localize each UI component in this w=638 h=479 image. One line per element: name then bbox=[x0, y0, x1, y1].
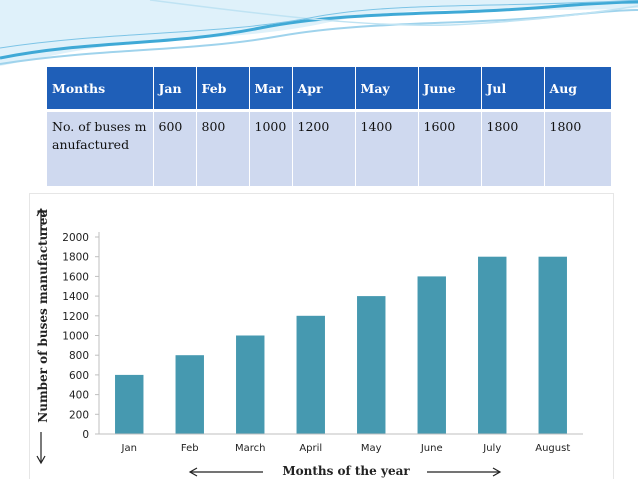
table-cell-feb: 800 bbox=[196, 110, 250, 186]
table-cell-jul: 1800 bbox=[481, 110, 545, 186]
x-tick-label: March bbox=[235, 443, 265, 454]
bar-march bbox=[236, 335, 265, 434]
bar-may bbox=[357, 296, 386, 434]
y-axis-arrow-up bbox=[36, 207, 46, 236]
table-cell-mar: 1000 bbox=[249, 110, 293, 186]
table-header-months: Months bbox=[47, 67, 154, 112]
y-tick-label: 400 bbox=[69, 390, 89, 402]
bar-chart: 0 200 400 600 800 1000 1200 1400 1600 1800 2000 Ja… bbox=[36, 207, 583, 478]
y-tick-label: 0 bbox=[82, 429, 89, 441]
y-tick-label: 800 bbox=[69, 350, 89, 362]
table-header-june: June bbox=[418, 67, 482, 112]
table-header-jan: Jan bbox=[153, 67, 197, 112]
table-cell-june: 1600 bbox=[418, 110, 482, 186]
bar-august bbox=[538, 256, 567, 434]
table-header-row: Months Jan Feb Mar Apr May June Jul Aug bbox=[47, 67, 611, 112]
y-axis-arrow-down bbox=[36, 432, 46, 465]
y-tick-label: 1200 bbox=[62, 311, 89, 323]
y-tick-label: 1600 bbox=[62, 271, 89, 283]
y-tick-label: 1800 bbox=[62, 252, 89, 264]
x-tick-label: May bbox=[361, 443, 382, 454]
table-cell-apr: 1200 bbox=[292, 110, 356, 186]
table-header-apr: Apr bbox=[292, 67, 356, 112]
y-tick-label: 600 bbox=[69, 370, 89, 382]
table-cell-may: 1400 bbox=[355, 110, 419, 186]
y-tick-label: 1000 bbox=[62, 331, 89, 343]
table-cell-jan: 600 bbox=[153, 110, 197, 186]
table-header-may: May bbox=[355, 67, 419, 112]
table-row-label: No. of buses manufactured bbox=[47, 110, 154, 186]
x-tick-label: August bbox=[535, 443, 570, 454]
x-tick-label: July bbox=[482, 443, 501, 454]
x-tick-label: Feb bbox=[181, 443, 199, 454]
x-tick-label: April bbox=[299, 443, 322, 454]
table-header-feb: Feb bbox=[196, 67, 250, 112]
y-tick-label: 2000 bbox=[62, 232, 89, 244]
table-header-jul: Jul bbox=[481, 67, 545, 112]
bar-chart-panel: 0 200 400 600 800 1000 1200 1400 1600 1800 2000 Ja… bbox=[29, 193, 614, 479]
y-tick-label: 200 bbox=[69, 409, 89, 421]
x-axis-label: Months of the year bbox=[282, 464, 410, 478]
table-header-mar: Mar bbox=[249, 67, 293, 112]
x-axis-arrow-left bbox=[188, 467, 263, 477]
x-tick-label: June bbox=[420, 443, 443, 454]
y-tick-label: 1400 bbox=[62, 291, 89, 303]
buses-data-table: Months Jan Feb Mar Apr May June Jul Aug … bbox=[47, 67, 611, 186]
x-tick-label: Jan bbox=[121, 443, 137, 454]
table-cell-aug: 1800 bbox=[544, 110, 611, 186]
bar-feb bbox=[175, 355, 204, 434]
table-header-aug: Aug bbox=[544, 67, 611, 112]
table-row: No. of buses manufactured 600 800 1000 1… bbox=[47, 110, 611, 186]
bar-april bbox=[296, 315, 325, 434]
bar-july bbox=[478, 256, 507, 434]
x-axis-arrow-right bbox=[427, 467, 502, 477]
y-axis-label: Number of buses manufactured bbox=[36, 209, 50, 423]
bar-jan bbox=[115, 374, 144, 434]
decorative-wave-header bbox=[0, 0, 638, 66]
bar-june bbox=[417, 276, 446, 434]
